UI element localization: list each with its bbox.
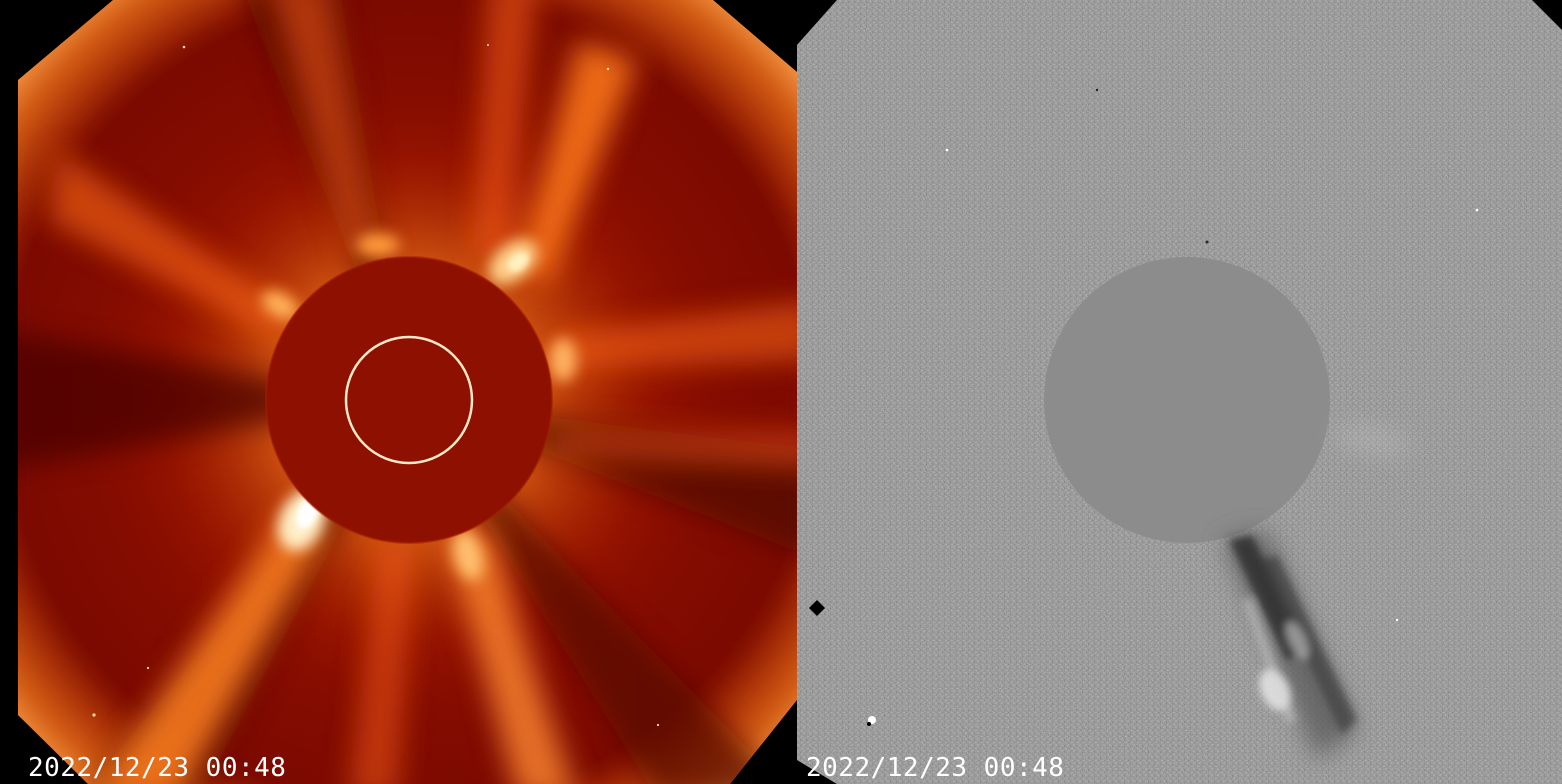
coronagraph-difference-panel: 2022/12/23 00:48 bbox=[797, 0, 1562, 784]
difference-occulter bbox=[1044, 257, 1330, 543]
timestamp-label: 2022/12/23 00:48 bbox=[806, 753, 1065, 783]
coronagraph-direct-image bbox=[18, 0, 797, 784]
coronagraph-difference-image bbox=[797, 0, 1562, 784]
occulter-disk bbox=[266, 257, 552, 543]
sun-limb-circle bbox=[344, 335, 474, 465]
coronagraph-direct-panel: 2022/12/23 00:48 bbox=[18, 0, 797, 784]
timestamp-label: 2022/12/23 00:48 bbox=[28, 753, 287, 783]
